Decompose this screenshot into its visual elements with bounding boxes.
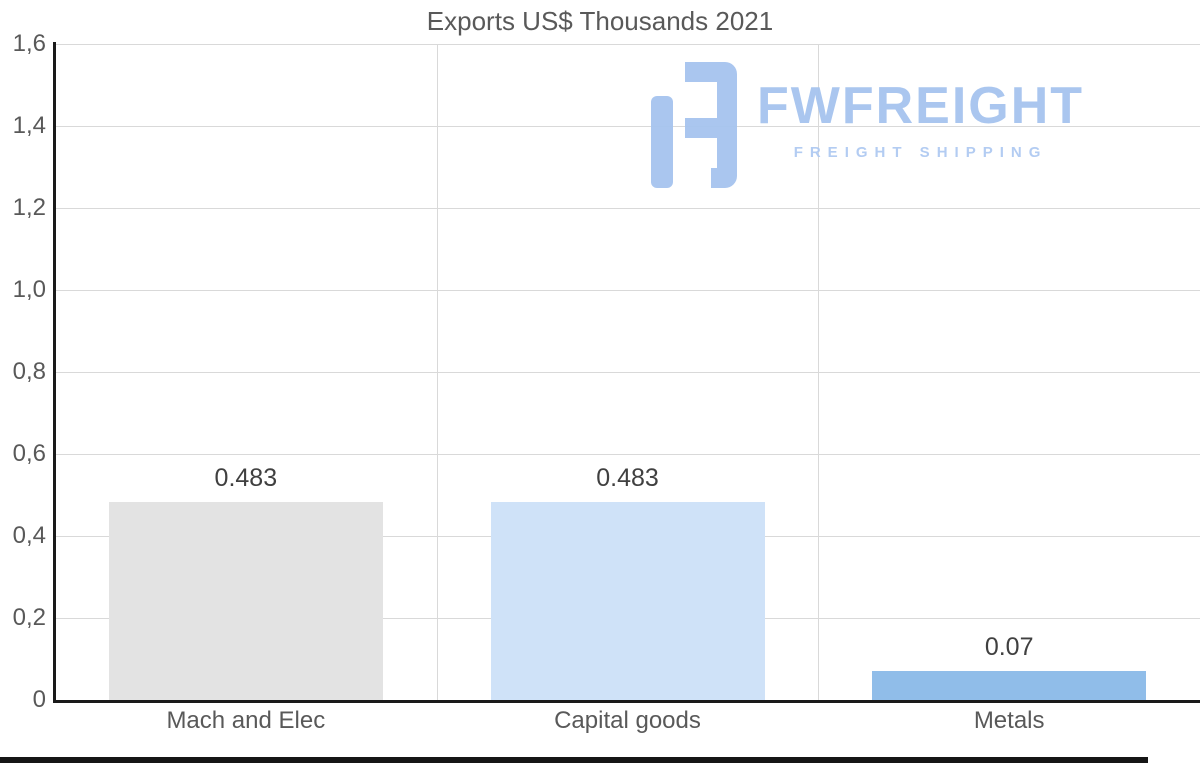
gridline-vertical <box>818 44 820 700</box>
brand-watermark: FWFREIGHT FREIGHT SHIPPING <box>645 62 1084 193</box>
bar-value-label: 0.07 <box>984 633 1034 662</box>
brand-text-block: FWFREIGHT FREIGHT SHIPPING <box>757 80 1084 161</box>
chart-title: Exports US$ Thousands 2021 <box>426 6 774 36</box>
gridline <box>55 290 1200 291</box>
y-tick-label: 1,4 <box>12 112 46 139</box>
y-axis-line <box>53 42 56 703</box>
gridline <box>55 126 1200 127</box>
y-tick-label: 1,6 <box>12 30 46 57</box>
y-tick-label: 0,4 <box>12 522 46 549</box>
bar-value-label: 0.483 <box>596 463 659 492</box>
y-tick-label: 0,2 <box>12 604 46 631</box>
bar-mach-and-elec <box>108 501 383 700</box>
bar-value-label: 0.483 <box>214 463 278 492</box>
fwfreight-logo-icon <box>645 62 743 193</box>
gridline-vertical <box>436 44 438 700</box>
y-tick-label: 0 <box>32 686 46 713</box>
brand-name: FWFREIGHT <box>757 77 1085 135</box>
bar-metals <box>872 671 1147 700</box>
gridline <box>55 44 1200 45</box>
y-tick-label: 0,6 <box>12 440 46 467</box>
y-tick-label: 0,8 <box>12 358 46 385</box>
x-axis-line <box>53 700 1200 703</box>
bar-capital-goods <box>490 501 765 700</box>
x-category-label: Mach and Elec <box>166 707 326 734</box>
gridline <box>55 454 1200 455</box>
plot-area: 0.483 0.483 0.07 <box>55 44 1200 700</box>
bottom-edge-strip <box>0 757 1148 763</box>
y-tick-label: 1,0 <box>12 276 46 303</box>
x-category-label: Metals <box>973 707 1045 734</box>
x-category-label: Capital goods <box>554 707 701 734</box>
gridline <box>55 372 1200 373</box>
brand-tagline: FREIGHT SHIPPING <box>793 144 1048 161</box>
y-tick-label: 1,2 <box>12 194 46 221</box>
gridline <box>55 208 1200 209</box>
